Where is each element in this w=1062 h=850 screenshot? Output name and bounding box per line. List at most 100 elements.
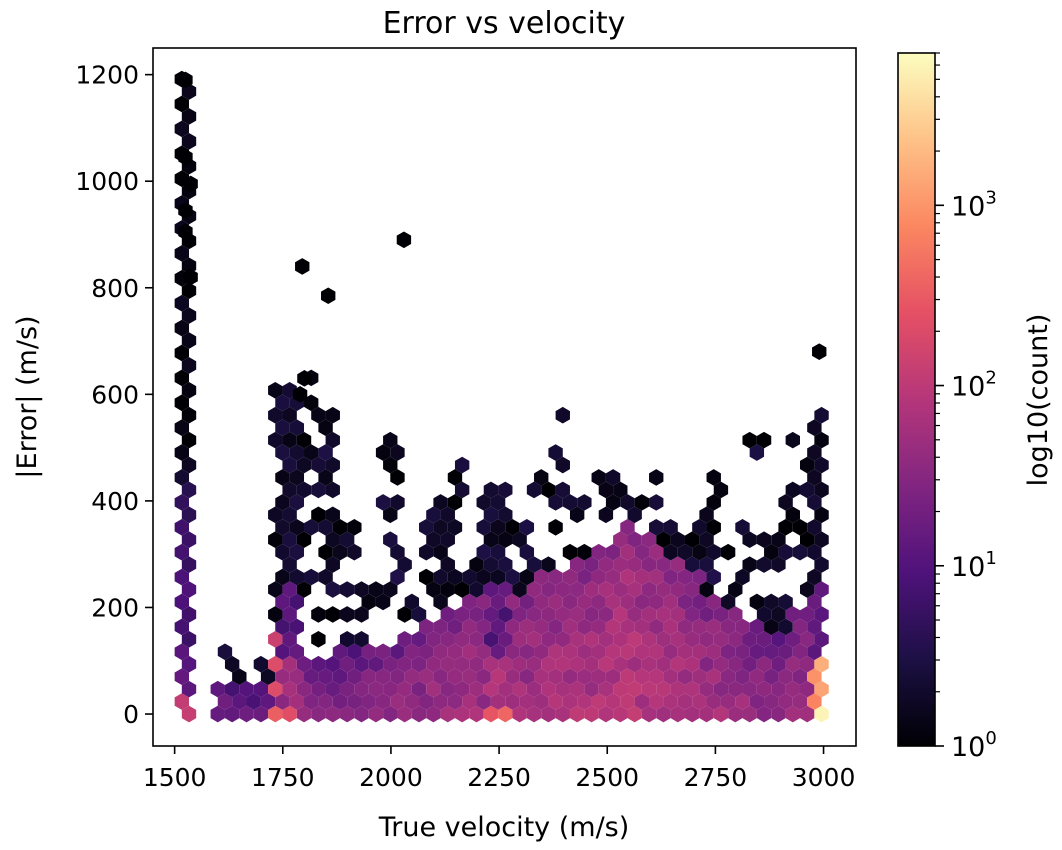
hexbin-cell: [605, 618, 621, 636]
colorbar-tick-label: 101: [951, 548, 997, 583]
y-tick-label: 1200: [75, 61, 139, 90]
hexbin-cell: [275, 394, 290, 412]
hexbin-cell: [282, 481, 297, 499]
hexbin-cell: [181, 332, 197, 349]
hexbin-cell: [749, 693, 765, 710]
hexbin-cell: [454, 680, 470, 698]
hexbin-cell: [684, 631, 700, 648]
hexbin-cell: [289, 469, 305, 486]
hexbin-cell: [325, 581, 340, 598]
hexbin-cell: [706, 518, 721, 536]
hexbin-cell: [390, 444, 405, 461]
hexbin-cell: [519, 693, 535, 710]
hexbin-cell: [620, 543, 635, 561]
hexbin-cell: [771, 531, 786, 549]
hexbin-cell: [383, 655, 398, 673]
hexbin-outlier-cell: [183, 268, 198, 286]
hexbin-cell: [799, 631, 815, 648]
plot-area-frame: [152, 47, 857, 747]
hexbin-cell: [325, 680, 340, 698]
hexbin-cell: [814, 631, 829, 648]
hexbin-cell: [764, 643, 779, 661]
hexbin-cell: [476, 568, 491, 586]
hexbin-cell: [634, 494, 650, 511]
hexbin-cell: [476, 643, 491, 661]
hexbin-cell: [684, 556, 700, 573]
hexbin-cell: [577, 618, 592, 636]
hexbin-cell: [598, 556, 614, 573]
hexbin-cell: [483, 631, 499, 648]
hexbin-cell: [454, 456, 470, 474]
hexbin-cell: [713, 655, 729, 673]
hexbin-cell: [411, 705, 427, 723]
hexbin-cell: [426, 581, 441, 598]
hexbin-cell: [462, 618, 477, 636]
hexbin-cell: [311, 481, 326, 499]
hexbin-cell: [311, 606, 326, 623]
hexbin-cell: [634, 668, 650, 685]
hexbin-cell: [799, 655, 815, 673]
hexbin-cell: [447, 518, 463, 536]
hexbin-cell: [613, 556, 628, 573]
hexbin-cell: [390, 693, 405, 710]
hexbin-cell: [749, 668, 765, 685]
hexbin-cell: [649, 618, 664, 636]
hexbin-cell: [749, 618, 765, 636]
hexbin-cell: [210, 705, 225, 723]
hexbin-cell: [656, 581, 671, 598]
hexbin-cell: [239, 705, 254, 723]
hexbin-cell: [383, 680, 398, 698]
hexbin-cell: [354, 655, 369, 673]
hexbin-cell: [706, 593, 721, 611]
hexbin-cell: [174, 618, 190, 636]
hexbin-cell: [411, 680, 427, 698]
hexbin-cell: [318, 668, 333, 685]
hexbin-cell: [663, 593, 678, 611]
hexbin-cell: [670, 705, 685, 723]
hexbin-cell: [397, 556, 412, 573]
hexbin-cell: [728, 606, 743, 623]
hexbin-cell: [677, 543, 693, 561]
hexbin-cell: [282, 606, 297, 623]
hexbin-cell: [598, 506, 614, 524]
hexbin-cell: [311, 406, 326, 424]
hexbin-cell: [440, 506, 455, 524]
hexbin-cell: [706, 618, 721, 636]
hexbin-cell: [785, 680, 800, 698]
hexbin-cell: [785, 506, 800, 524]
hexbin-cell: [469, 556, 484, 573]
hexbin-cell: [318, 543, 333, 561]
hexbin-cell: [268, 431, 283, 449]
hexbin-outlier-cell: [178, 71, 193, 89]
hexbin-outlier-cell: [295, 258, 310, 275]
hexbin-cell: [584, 556, 599, 573]
hexbin-cell: [627, 506, 642, 524]
hexbin-cell: [426, 506, 441, 524]
hexbin-cell: [447, 693, 463, 710]
hexbin-cell: [440, 631, 455, 648]
hexbin-cell: [483, 606, 499, 623]
hexbin-cell: [742, 631, 757, 648]
hexbin-cell: [174, 419, 190, 436]
hexbin-cell: [304, 394, 319, 412]
hexbin-cell: [383, 581, 398, 598]
hexbin-cell: [799, 456, 815, 474]
hexbin-cell: [526, 655, 542, 673]
hexbin-cell: [311, 631, 326, 648]
hexbin-cell: [735, 568, 750, 586]
hexbin-cell: [469, 606, 484, 623]
hexbin-cell: [699, 680, 714, 698]
hexbin-cell: [490, 518, 506, 536]
hexbin-cell: [519, 518, 535, 536]
hexbin-cell: [785, 606, 800, 623]
hexbin-cell: [720, 618, 736, 636]
hexbin-cell: [807, 643, 822, 661]
hexbin-cell: [814, 655, 829, 673]
hexbin-cell: [577, 668, 592, 685]
hexbin-cell: [275, 643, 290, 661]
hexbin-cell: [569, 705, 585, 723]
hexbin-cell: [706, 543, 721, 561]
hexbin-cell: [584, 705, 599, 723]
hexbin-cell: [663, 543, 678, 561]
hexbin-cell: [332, 643, 348, 661]
